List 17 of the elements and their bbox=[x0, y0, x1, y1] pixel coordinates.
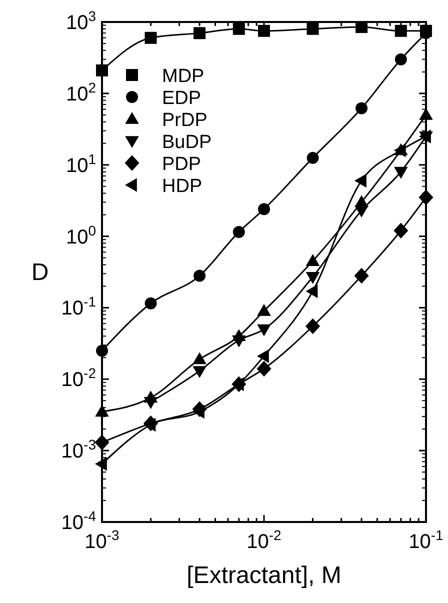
x-tick-label: 10$^{-1}$ bbox=[408, 527, 444, 553]
y-tick-label: 10$^{-2}$ bbox=[61, 365, 96, 392]
legend-label: MDP bbox=[162, 66, 204, 87]
y-tick-label: 10$^{1}$ bbox=[66, 150, 96, 177]
y-tick-label: 10$^{-3}$ bbox=[61, 436, 96, 463]
legend-label: PrDP bbox=[162, 110, 208, 131]
legend-label: HDP bbox=[162, 176, 202, 197]
y-tick-label: 10$^{0}$ bbox=[66, 222, 96, 248]
x-tick-label: 10$^{-2}$ bbox=[246, 527, 282, 553]
y-tick-label: 10$^{-1}$ bbox=[61, 294, 96, 320]
y-tick-label: 10$^{2}$ bbox=[66, 79, 96, 106]
y-axis-title: D bbox=[31, 259, 49, 286]
y-tick-label: 10$^{3}$ bbox=[66, 8, 96, 34]
legend-label: PDP bbox=[162, 154, 202, 175]
x-axis-title: [Extractant], M bbox=[186, 562, 342, 589]
legend-label: BuDP bbox=[162, 132, 212, 153]
legend-label: EDP bbox=[162, 88, 202, 109]
